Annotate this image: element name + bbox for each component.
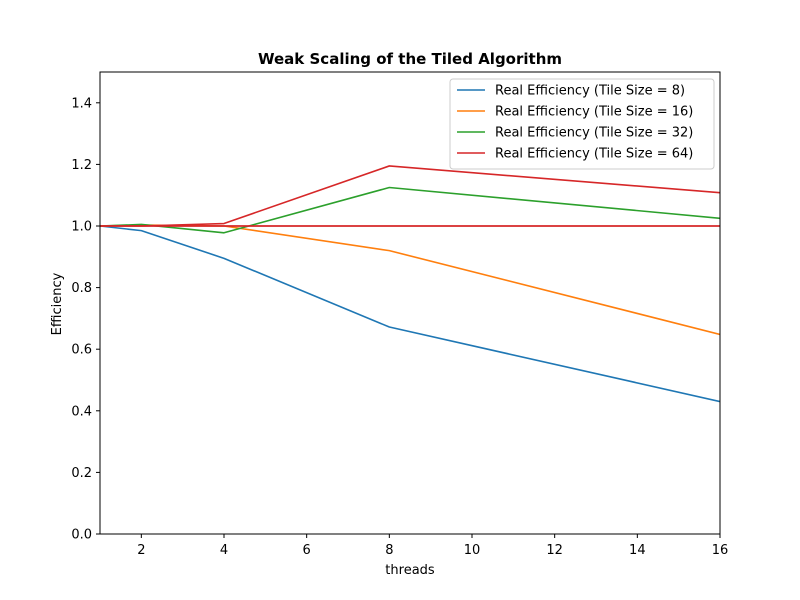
y-tick-label: 0.4 <box>71 404 92 419</box>
y-tick-label: 1.0 <box>71 220 92 235</box>
y-tick-label: 0.0 <box>71 528 92 543</box>
series-line-3 <box>100 186 720 234</box>
x-tick-label: 8 <box>385 543 393 558</box>
series-lines <box>100 165 720 403</box>
y-tick-label: 0.2 <box>71 466 92 481</box>
x-tick-label: 14 <box>629 543 646 558</box>
series-line-1 <box>100 225 720 403</box>
axes-frame <box>99 71 721 535</box>
legend-label: Real Efficiency (Tile Size = 16) <box>495 105 693 120</box>
chart-title: Weak Scaling of the Tiled Algorithm <box>258 50 562 68</box>
y-tick-label: 0.6 <box>71 343 92 358</box>
axes: 2 4 6 8 10 12 14 16 0.0 0.2 0.4 0.6 0.8 1.0 1.2 1.4 <box>71 71 729 558</box>
legend-label: Real Efficiency (Tile Size = 64) <box>495 147 693 162</box>
x-tick-label: 2 <box>137 543 145 558</box>
x-tick-label: 10 <box>464 543 481 558</box>
y-tick-label: 1.2 <box>71 158 92 173</box>
x-tick-label: 6 <box>303 543 311 558</box>
legend-label: Real Efficiency (Tile Size = 32) <box>495 126 693 141</box>
series-line-2 <box>100 224 720 336</box>
x-axis-label: threads <box>385 563 435 578</box>
legend-box <box>449 78 715 170</box>
x-tick-label: 16 <box>712 543 729 558</box>
y-tick-label: 0.8 <box>71 281 92 296</box>
legend-label: Real Efficiency (Tile Size = 8) <box>495 84 685 99</box>
y-tick-label: 1.4 <box>71 96 92 111</box>
x-tick-label: 4 <box>220 543 228 558</box>
x-tick-label: 12 <box>546 543 563 558</box>
series-line-4 <box>100 165 720 227</box>
plot-area <box>100 165 720 403</box>
legend: Real Efficiency (Tile Size = 8) Real Effi… <box>449 78 715 170</box>
y-axis-label: Efficiency <box>50 272 65 335</box>
